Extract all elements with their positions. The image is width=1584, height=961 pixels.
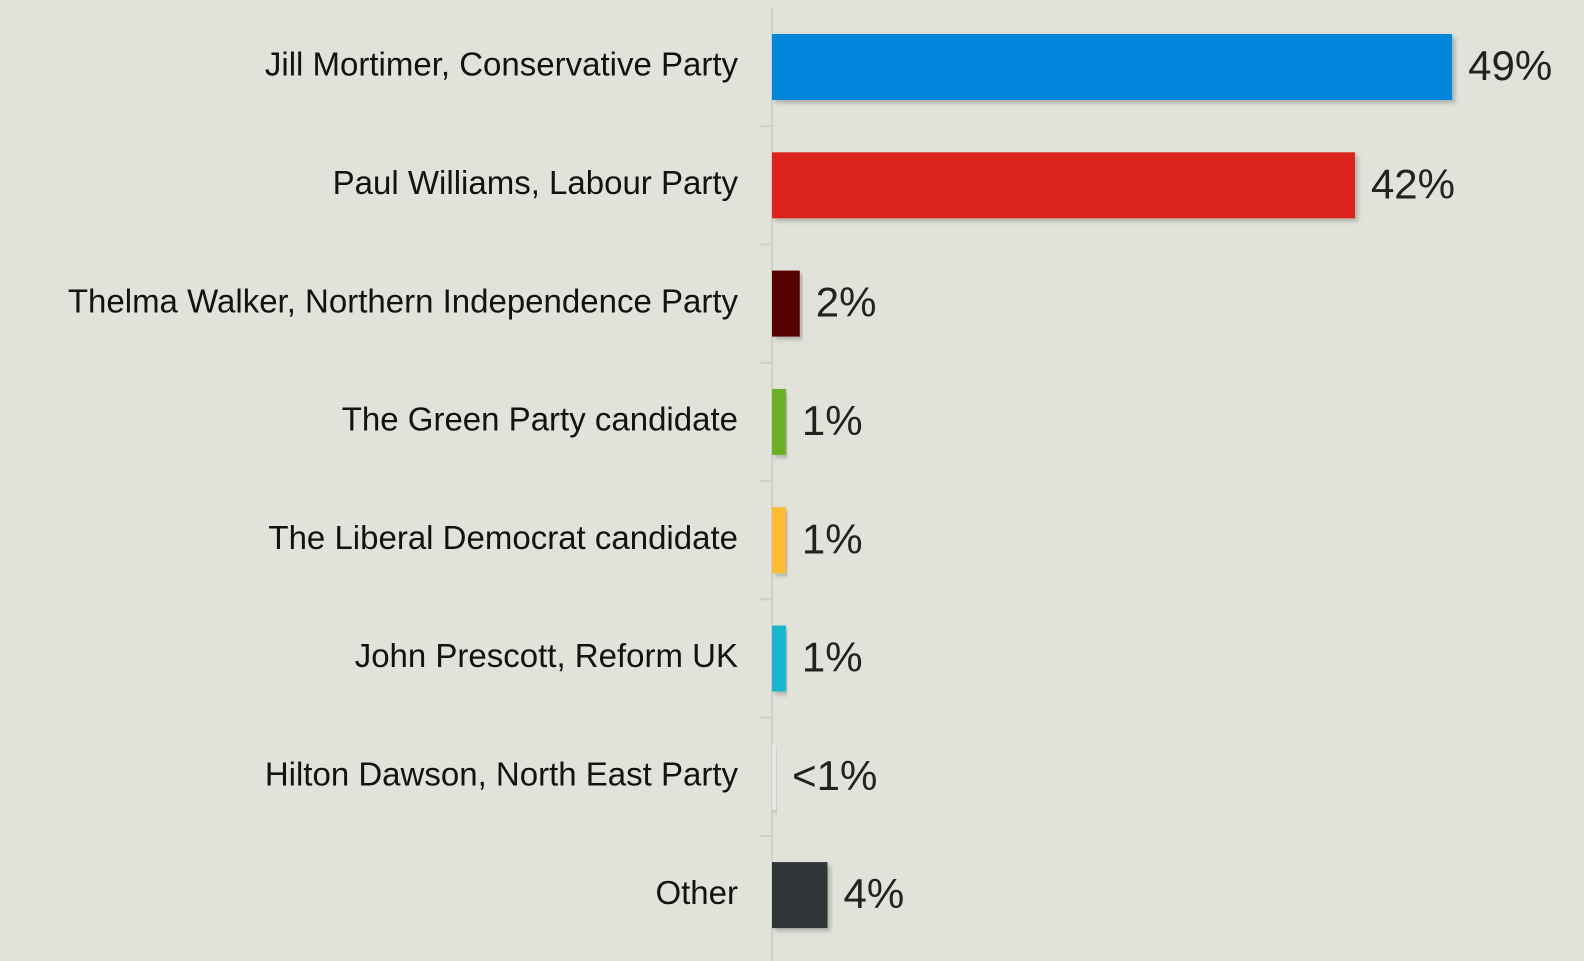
category-label: John Prescott, Reform UK (355, 637, 738, 674)
value-label: 1% (802, 634, 863, 681)
category-labels: Jill Mortimer, Conservative Party Paul Wi… (68, 46, 739, 911)
value-label: 1% (802, 397, 863, 444)
value-label: 42% (1371, 160, 1455, 207)
category-label: Other (655, 874, 738, 911)
value-label: 49% (1468, 42, 1552, 89)
category-label: Hilton Dawson, North East Party (265, 756, 739, 793)
bar (772, 625, 786, 692)
value-labels: 49% 42% 2% 1% 1% 1% <1% 4% (792, 42, 1552, 917)
category-label: Paul Williams, Labour Party (333, 164, 739, 201)
category-label: Jill Mortimer, Conservative Party (265, 46, 739, 83)
bar (772, 507, 786, 574)
bar (772, 270, 800, 337)
value-label: 1% (802, 515, 863, 562)
bar (772, 34, 1453, 100)
row-separators (760, 125, 772, 837)
value-label: <1% (792, 752, 877, 799)
value-label: 2% (816, 279, 877, 326)
category-label: The Green Party candidate (342, 401, 738, 438)
value-label: 4% (844, 870, 905, 917)
bars-group (772, 34, 1453, 929)
bar (772, 862, 828, 929)
bar (772, 152, 1355, 219)
bar (772, 388, 786, 455)
category-label: Thelma Walker, Northern Independence Par… (68, 282, 739, 319)
bar (772, 743, 777, 810)
category-label: The Liberal Democrat candidate (268, 519, 738, 556)
